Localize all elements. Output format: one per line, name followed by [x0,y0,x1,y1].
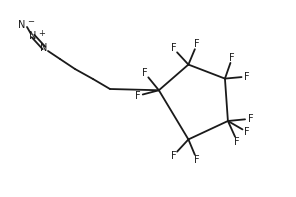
Text: F: F [244,127,250,137]
Text: +: + [38,29,45,37]
Text: F: F [135,91,140,101]
Text: F: F [194,155,200,165]
Text: F: F [170,43,176,53]
Text: F: F [194,39,200,49]
Text: N: N [29,31,37,41]
Text: F: F [248,114,253,124]
Text: N: N [40,43,48,53]
Text: F: F [234,137,240,147]
Text: F: F [229,53,235,63]
Text: −: − [27,18,34,27]
Text: F: F [244,72,250,82]
Text: N: N [18,20,26,30]
Text: F: F [142,68,148,78]
Text: F: F [170,151,176,161]
